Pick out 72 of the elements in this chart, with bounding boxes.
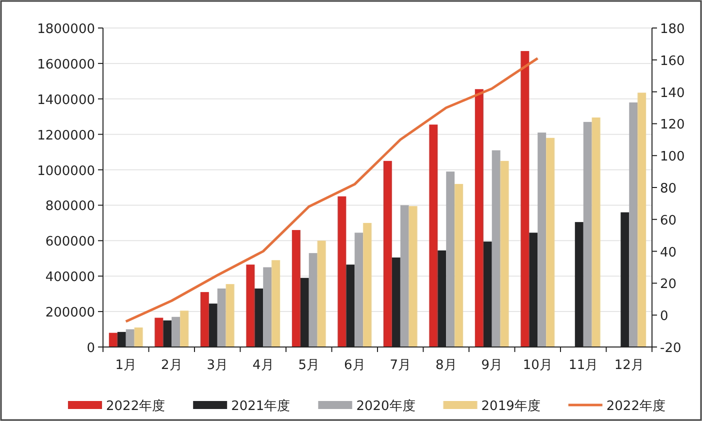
bar: [546, 138, 555, 347]
bar: [383, 160, 392, 347]
y2-tick-label: 0: [660, 309, 668, 324]
y-tick-label: 1200000: [37, 128, 95, 144]
y2-tick-label: -20: [660, 341, 682, 356]
y-tick-label: 400000: [45, 270, 95, 286]
y2-tick-label: 40: [660, 245, 677, 260]
bar: [492, 150, 500, 347]
y2-tick-label: 180: [660, 22, 685, 37]
bar: [629, 102, 638, 347]
bar: [446, 172, 455, 347]
x-tick-label: 8月: [435, 358, 457, 373]
bar: [638, 92, 646, 347]
bar: [108, 332, 118, 347]
bar: [408, 206, 418, 347]
bar: [500, 160, 509, 347]
y-tick-label: 0: [86, 341, 95, 356]
x-tick-label: 6月: [344, 358, 366, 373]
bar: [317, 240, 326, 347]
bar: [308, 253, 318, 347]
bar: [338, 196, 346, 347]
bar: [246, 264, 255, 347]
bar: [217, 288, 226, 347]
bar: [454, 184, 464, 347]
y2-tick-label: 80: [660, 182, 677, 196]
y-tick-label: 1600000: [37, 57, 95, 72]
bar: [429, 124, 438, 347]
y2-tick-label: 160: [660, 54, 685, 69]
bar: [400, 205, 409, 347]
legend-label: 2021年度: [231, 398, 290, 414]
bar: [226, 284, 234, 347]
bar: [272, 260, 280, 347]
x-tick-label: 10月: [522, 358, 552, 373]
y2-tick-label: 120: [660, 118, 685, 133]
bar: [592, 117, 600, 347]
x-tick-label: 2月: [160, 358, 182, 373]
bar: [354, 232, 364, 347]
x-tick-label: 7月: [390, 358, 412, 373]
bar: [538, 132, 546, 347]
x-tick-label: 5月: [298, 358, 320, 373]
bar: [180, 310, 189, 347]
legend-label: 2022年度: [606, 398, 666, 414]
bar: [292, 230, 300, 347]
x-tick-label: 1月: [115, 358, 137, 373]
legend-label: 2020年度: [356, 398, 416, 414]
legend-label: 2022年度: [106, 398, 166, 414]
y-tick-label: 1400000: [37, 92, 95, 108]
y-tick-label: 1800000: [37, 22, 95, 37]
bar: [172, 316, 180, 347]
x-tick-label: 11月: [568, 358, 598, 373]
bar: [126, 329, 134, 347]
bar: [200, 292, 209, 347]
bar: [263, 267, 272, 347]
bar: [134, 328, 143, 347]
y-tick-label: 200000: [45, 306, 95, 321]
x-tick-label: 12月: [614, 358, 644, 373]
bar: [474, 89, 484, 347]
bar: [583, 122, 592, 347]
y2-tick-label: 100: [660, 150, 685, 165]
bar: [154, 318, 164, 347]
y2-tick-label: 20: [660, 277, 677, 292]
x-tick-label: 9月: [481, 358, 503, 373]
bar: [363, 222, 372, 347]
y-tick-label: 1000000: [37, 164, 95, 179]
x-tick-label: 3月: [206, 358, 228, 373]
y2-tick-label: 140: [660, 86, 685, 101]
y2-tick-label: 60: [660, 213, 677, 228]
y-tick-label: 600000: [45, 234, 95, 250]
bar: [520, 51, 530, 347]
x-tick-label: 4月: [252, 358, 274, 373]
y-tick-label: 800000: [45, 199, 95, 214]
legend-label: 2019年度: [481, 398, 540, 414]
